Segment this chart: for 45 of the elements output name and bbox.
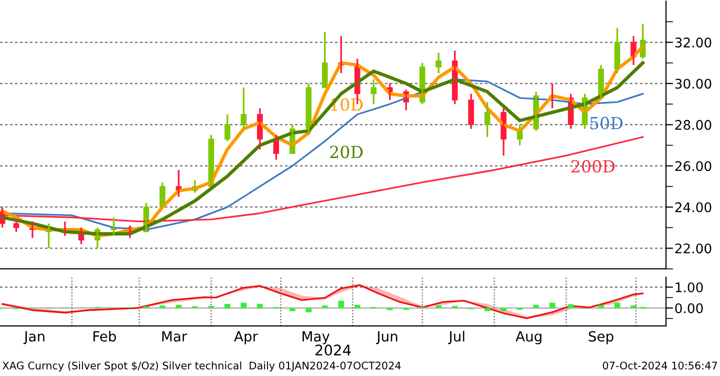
- bar: [533, 304, 539, 308]
- line-series: [1, 136, 644, 222]
- bar: [160, 306, 166, 308]
- x-tick-label: Jan: [23, 331, 44, 344]
- x-axis-title: 2024: [316, 344, 351, 356]
- bar: [452, 306, 458, 308]
- bar: [176, 304, 182, 308]
- bar: [549, 302, 556, 308]
- x-tick-label: Sep: [588, 331, 614, 344]
- x-tick-label: Aug: [516, 331, 542, 344]
- annotation: 50D: [590, 116, 623, 130]
- annotation: 20D: [330, 146, 363, 158]
- x-tick-label: May: [302, 331, 330, 344]
- x-tick-label: Mar: [162, 331, 188, 342]
- x-tick-label: Feb: [93, 330, 116, 342]
- bar: [257, 304, 263, 308]
- x-tick-label: Jul: [448, 330, 464, 344]
- bar: [614, 302, 620, 308]
- bar: [484, 308, 490, 312]
- x-tick-label: Apr: [234, 331, 258, 344]
- bar: [630, 306, 636, 308]
- bar: [306, 308, 312, 312]
- bar: [338, 300, 344, 308]
- bar: [598, 304, 604, 308]
- bar: [208, 306, 214, 308]
- bar: [224, 304, 230, 308]
- bar: [354, 304, 360, 308]
- bar: [500, 308, 506, 312]
- bar: [568, 304, 574, 308]
- y-tick-label: 28.00: [675, 120, 712, 130]
- y-tick-label: 22.00: [675, 243, 712, 254]
- x-tick-label: Jun: [376, 331, 398, 344]
- bar: [436, 306, 442, 308]
- annotation: 200D: [572, 160, 615, 173]
- y-tick-label: 30.00: [675, 78, 712, 89]
- bar: [240, 302, 247, 308]
- text: 07-Oct-2024 10:56:47: [602, 362, 717, 370]
- y-tick-label: 26.00: [675, 161, 712, 172]
- bar: [289, 308, 296, 312]
- y-tick-label: 1.00: [676, 282, 703, 292]
- y-tick-label: 24.00: [675, 202, 712, 212]
- bar: [322, 306, 328, 308]
- y-tick-label: 0.00: [675, 303, 703, 314]
- text: XAG Curncy (Silver Spot $/Oz) Silver technical Daily 01JAN2024-07OCT2024: [2, 361, 401, 372]
- y-tick-label: 32.00: [675, 38, 712, 48]
